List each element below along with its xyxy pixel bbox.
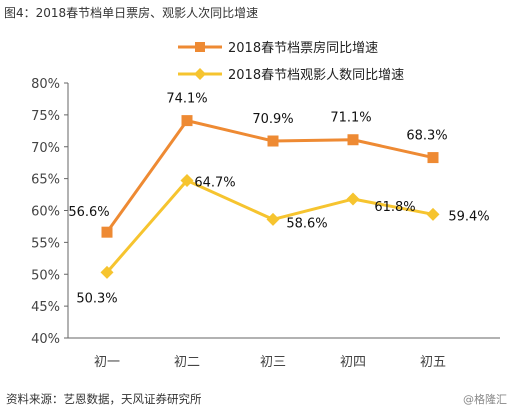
data-label: 50.3% <box>76 291 117 306</box>
data-point <box>347 134 359 146</box>
series-line <box>105 179 434 274</box>
y-tick-label: 40% <box>31 332 60 347</box>
legend-label: 2018春节档票房同比增速 <box>228 40 378 56</box>
data-label: 74.1% <box>166 92 207 107</box>
x-tick-label: 初五 <box>420 355 446 370</box>
y-tick-label: 65% <box>31 173 60 188</box>
data-label: 58.6% <box>286 216 327 231</box>
data-point <box>266 212 280 226</box>
legend-label: 2018春节档观影人数同比增速 <box>228 68 404 83</box>
y-tick-label: 50% <box>31 268 60 283</box>
data-label: 59.4% <box>448 209 489 224</box>
y-tick-label: 55% <box>31 236 60 251</box>
data-point <box>427 152 439 164</box>
x-tick-label: 初四 <box>340 355 366 370</box>
data-label: 68.3% <box>406 129 447 144</box>
data-point <box>101 226 113 238</box>
y-tick-label: 60% <box>31 205 60 220</box>
y-tick-label: 75% <box>31 109 60 124</box>
data-point <box>267 135 279 147</box>
data-point <box>426 207 440 221</box>
data-label: 56.6% <box>68 205 109 220</box>
legend-marker <box>194 68 206 80</box>
data-label: 71.1% <box>330 111 371 126</box>
x-tick-label: 初三 <box>260 355 286 370</box>
x-tick-label: 初一 <box>94 355 120 370</box>
data-point <box>180 174 194 188</box>
x-tick-label: 初二 <box>174 355 200 370</box>
y-tick-label: 70% <box>31 141 60 156</box>
data-point <box>181 115 193 127</box>
data-label: 61.8% <box>374 200 415 215</box>
data-label: 64.7% <box>194 176 235 191</box>
legend-marker <box>195 42 205 52</box>
y-tick-label: 45% <box>31 300 60 315</box>
y-tick-label: 80% <box>31 77 60 92</box>
watermark: @格隆汇 <box>463 393 507 406</box>
data-source: 资料来源：艺恩数据，天风证券研究所 <box>6 392 202 406</box>
chart-title: 图4：2018春节档单日票房、观影人次同比增速 <box>4 6 259 20</box>
data-label: 70.9% <box>252 112 293 127</box>
data-point <box>100 265 114 279</box>
data-point <box>346 192 360 206</box>
